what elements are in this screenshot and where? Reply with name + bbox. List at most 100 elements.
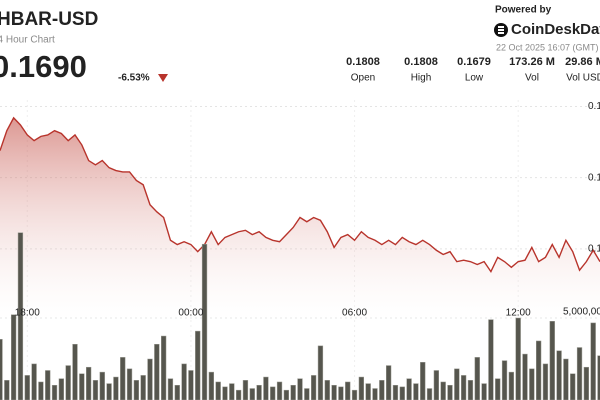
volume-bar — [583, 366, 590, 400]
volume-bar — [167, 378, 174, 400]
volume-bar — [133, 380, 140, 400]
volume-bar — [154, 343, 160, 400]
volume-bar — [4, 380, 10, 400]
stat-value: 29.86 M — [565, 56, 600, 68]
volume-bar — [0, 339, 3, 400]
volume-bar — [147, 358, 153, 400]
volume-bar — [399, 386, 405, 400]
volume-bar — [549, 321, 555, 400]
volume-bar — [590, 322, 596, 400]
volume-bar — [413, 383, 419, 400]
volume-bar — [140, 375, 146, 400]
volume-bar — [242, 380, 249, 400]
last-price: 0.1690 — [0, 49, 87, 84]
y-tick-label: 0.1800 — [588, 101, 600, 112]
volume-bar — [201, 243, 208, 400]
volume-bar — [379, 380, 385, 400]
volume-bar — [542, 363, 549, 400]
volume-bar — [324, 380, 330, 400]
volume-bar — [297, 378, 303, 400]
volume-bar — [386, 365, 392, 400]
volume-bar — [358, 376, 364, 400]
volume-bar — [351, 389, 358, 400]
volume-bar — [236, 389, 242, 400]
volume-bar — [11, 314, 17, 400]
volume-bar — [195, 330, 201, 400]
plot-area — [0, 100, 600, 400]
volume-bar — [420, 362, 426, 400]
timestamp: 22 Oct 2025 16:07 (GMT) — [496, 42, 599, 52]
volume-bar — [126, 368, 133, 400]
volume-bar — [263, 376, 269, 400]
y-tick-label: 0.1700 — [588, 243, 600, 254]
volume-bar — [311, 375, 317, 400]
stat-value: 0.1679 — [457, 56, 491, 68]
volume-bar — [120, 357, 126, 400]
x-tick-label: 06:00 — [342, 308, 367, 319]
area-fill — [0, 117, 600, 320]
volume-bar — [51, 384, 58, 400]
down-arrow — [158, 74, 168, 82]
volume-bar — [345, 381, 351, 400]
volume-bar — [215, 381, 221, 400]
volume-bar — [290, 384, 296, 400]
stat-label: Open — [351, 73, 375, 84]
volume-bar — [304, 388, 310, 400]
symbol-title: HBAR-USD — [0, 9, 98, 30]
brand-name: CoinDeskData — [511, 21, 600, 38]
powered-by: Powered by — [495, 5, 552, 16]
volume-bar — [99, 371, 105, 400]
volume-bar — [508, 371, 514, 400]
volume-bar — [576, 347, 583, 400]
stat-label: Vol — [525, 73, 539, 84]
volume-bar — [495, 378, 501, 400]
stat-label: Low — [465, 73, 484, 84]
volume-bar — [406, 378, 412, 400]
volume-bar — [365, 383, 371, 400]
stat-value: 173.26 M — [509, 56, 555, 68]
volume-bar — [433, 370, 439, 400]
brand-logo — [494, 23, 508, 37]
volume-bar — [86, 366, 92, 400]
price-line — [0, 116, 600, 273]
volume-bar — [372, 388, 378, 400]
volume-bar — [17, 232, 24, 400]
volume-bar — [563, 358, 569, 400]
volume-bar — [461, 375, 467, 400]
stat-label: High — [411, 73, 432, 84]
stat-value: 0.1808 — [404, 56, 438, 68]
volume-bar — [529, 368, 535, 400]
volume-bar — [181, 363, 187, 400]
volume-bar — [501, 360, 508, 400]
volume-bar — [392, 384, 399, 400]
volume-bar — [208, 371, 215, 400]
volume-bar — [92, 380, 99, 400]
stats-row: 0.1808 Open 0.1808 High 0.1679 Low 173.26 M Vol… — [346, 56, 600, 84]
volume-bar — [283, 389, 289, 400]
volume-bar — [536, 340, 542, 400]
volume-bar — [188, 370, 194, 400]
volume-bar — [106, 383, 112, 400]
stat-value: 0.1808 — [346, 56, 380, 68]
volume-bar — [58, 378, 64, 400]
x-tick-label: 00:00 — [178, 308, 203, 319]
volume-bar — [229, 383, 235, 400]
volume-bar — [440, 381, 446, 400]
volume-bar — [31, 363, 37, 400]
volume-bar — [113, 376, 119, 400]
volume-bar — [256, 384, 262, 400]
volume-bar — [515, 317, 521, 400]
change-percent: -6.53% — [118, 73, 150, 84]
volume-bar — [79, 373, 85, 400]
volume-bar — [174, 384, 180, 400]
volume-bar — [331, 384, 337, 400]
volume-bar — [447, 384, 453, 400]
volume-bar — [522, 353, 528, 400]
volume-bar — [24, 375, 30, 400]
y-tick-label: 0.1750 — [588, 172, 600, 183]
volume-bar — [222, 386, 228, 400]
volume-bar — [45, 370, 51, 400]
volume-bar — [570, 373, 576, 400]
